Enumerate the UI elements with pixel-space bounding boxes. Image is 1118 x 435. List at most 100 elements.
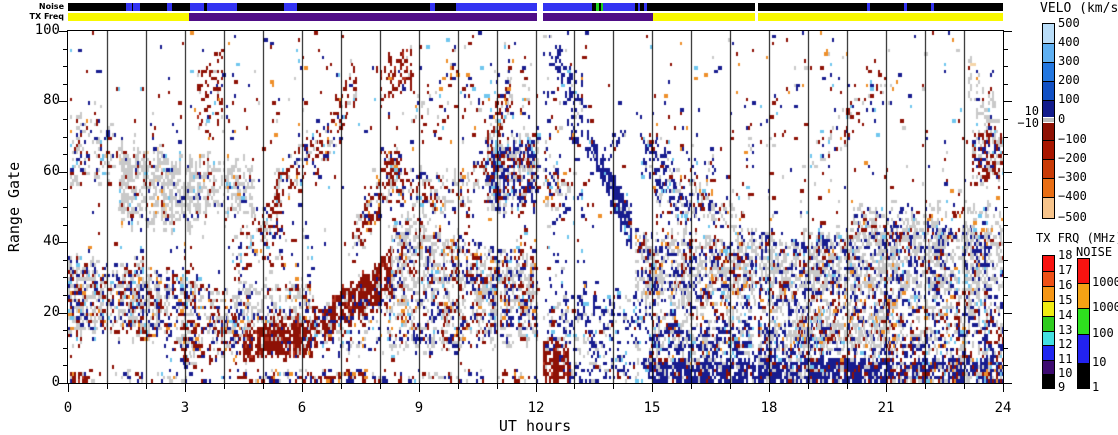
noise-strip-segment [204,3,208,11]
noise-strip-segment [140,3,168,11]
velo-bar-segment [1043,117,1054,118]
x-tick [68,384,69,392]
tx-bar-label: 14 [1058,308,1073,322]
velo-bar-label: 200 [1058,73,1080,87]
velo-bar-segment [1043,178,1054,197]
tx-bar-segment [1043,331,1054,345]
velo-bar-label: −100 [1058,132,1087,146]
noise-strip-segment [126,3,132,11]
y-tick-right [1004,31,1012,32]
x-tick-label: 15 [643,400,661,416]
x-axis-title: UT hours [498,417,572,435]
noise-bar-label: 10 [1092,355,1107,369]
velo-bar-segment [1043,197,1054,218]
x-tick [886,384,887,392]
y-tick-right [1004,383,1012,384]
noise-bar-segment [1078,259,1089,283]
velo-bar-segment [1043,140,1054,159]
y-tick-right [1004,348,1008,349]
velo-bar-segment [1043,159,1054,178]
y-tick [59,242,67,243]
noise-bar-label: 1 [1092,380,1100,394]
y-tick-right [1004,313,1012,314]
noise-bar-segment [1078,283,1089,308]
noise-bar-label: 10000 [1092,275,1118,289]
velo-bar-segment [1043,62,1054,81]
x-tick [536,384,537,392]
x-tick [574,384,575,389]
tx-bar-segment [1043,316,1054,331]
velo-bar-segment [1043,123,1054,140]
velo-bar-label: −500 [1058,210,1087,224]
y-tick [63,84,67,85]
txfreq-strip-segment [542,13,654,21]
y-tick [63,207,67,208]
y-tick-right [1004,365,1008,366]
noise-strip-segment [644,3,647,11]
x-tick-label: 0 [63,400,73,416]
x-tick [769,384,770,392]
velo-colorbar [1042,23,1055,219]
velo-bar-segment [1043,118,1054,122]
velo-bar-segment [1043,81,1054,100]
noise-strip-segment [435,3,456,11]
x-tick-label: 9 [414,400,424,416]
x-tick [1003,384,1004,392]
y-tick-label: 60 [43,163,60,179]
y-tick [63,260,67,261]
x-tick [224,384,225,389]
velo-bar-label: 400 [1058,35,1080,49]
tx-bar-segment [1043,360,1054,374]
tx-bar-label: 10 [1058,366,1073,380]
y-tick-right [1004,84,1008,85]
x-tick [652,384,653,392]
velo-bar-label: 500 [1058,16,1080,30]
noise-strip-segment [284,3,298,11]
tx-bar-segment [1043,256,1054,271]
x-tick [380,384,381,389]
txfrq-colorbar [1042,255,1055,389]
noise-strip-segment [171,3,190,11]
velo-bar-label: −400 [1058,189,1087,203]
tx-bar-segment [1043,374,1054,388]
y-tick-right [1004,66,1008,67]
tx-bar-label: 15 [1058,293,1073,307]
noise-strip-segment [133,3,141,11]
plot-frame [67,30,1004,384]
noise-strip-segment [599,3,601,11]
noise-bar-label: 1000 [1092,300,1118,314]
x-tick-label: 6 [297,400,307,416]
y-tick-label: 0 [51,374,60,390]
y-tick-right [1004,260,1008,261]
velo-bar-left-label: 10 [1024,104,1039,118]
x-tick [185,384,186,392]
noise-strip-segment [455,3,538,11]
y-tick-label: 80 [43,92,60,108]
noise-strip-segment [600,3,603,11]
tx-bar-label: 12 [1058,337,1073,351]
y-tick [63,365,67,366]
x-tick [263,384,264,389]
noise-strip-segment [646,3,756,11]
velo-bar-segment [1043,43,1054,62]
x-tick-label: 18 [760,400,778,416]
txfreq-strip-segment [757,13,1003,21]
y-tick-right [1004,207,1008,208]
x-tick-label: 3 [180,400,190,416]
y-tick [59,313,67,314]
y-tick-right [1004,225,1008,226]
noise-strip-segment [596,3,599,11]
y-tick [63,225,67,226]
x-tick [341,384,342,389]
y-tick-right [1004,49,1008,50]
x-tick [691,384,692,389]
y-tick [63,295,67,296]
noise-strip-segment [639,3,645,11]
y-tick-right [1004,101,1012,102]
y-tick-right [1004,119,1008,120]
y-tick-right [1004,137,1008,138]
txfrq-colorbar-title: TX FRQ (MHz) [1036,231,1118,245]
tx-bar-label: 16 [1058,278,1073,292]
tx-bar-segment [1043,345,1054,360]
noise-strip-segment [602,3,635,11]
